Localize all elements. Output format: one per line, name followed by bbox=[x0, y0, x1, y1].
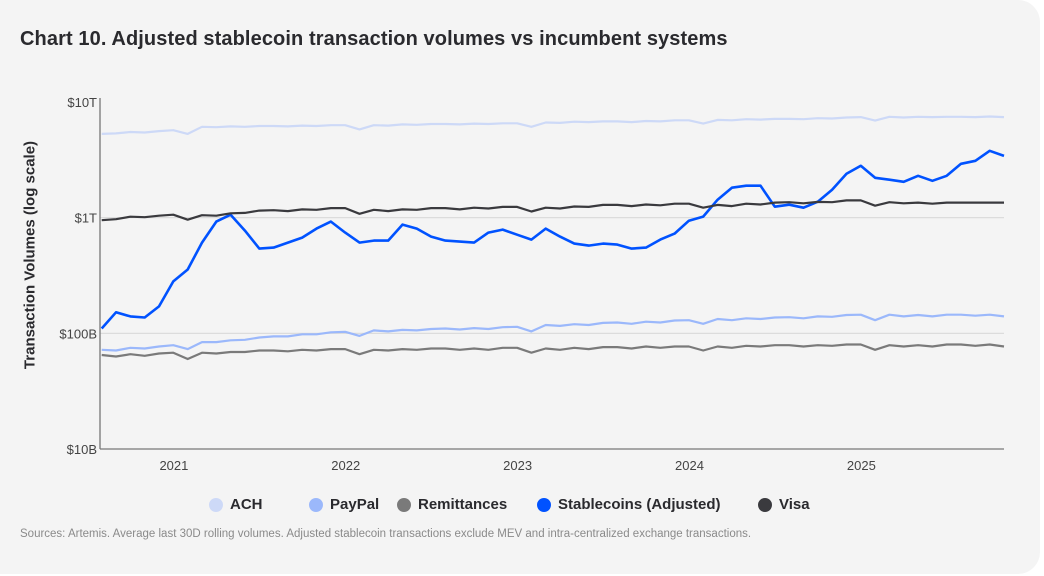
legend-item-paypal: PayPal bbox=[309, 496, 379, 513]
y-tick-label: $10T bbox=[67, 95, 97, 110]
legend-dot-icon bbox=[397, 497, 411, 512]
y-tick-label: $1T bbox=[75, 211, 97, 226]
series-line-visa bbox=[101, 199, 1004, 222]
legend-label: Remittances bbox=[418, 496, 508, 513]
legend-item-ach: ACH bbox=[209, 496, 263, 513]
source-note: Sources: Artemis. Average last 30D rolli… bbox=[20, 528, 752, 540]
legend-label: Visa bbox=[779, 496, 810, 513]
x-tick-label: 2024 bbox=[675, 458, 704, 473]
series-line-ach bbox=[101, 115, 1005, 135]
y-tick-label: $100B bbox=[59, 326, 97, 341]
legend-label: PayPal bbox=[330, 496, 380, 513]
legend-label: Stablecoins (Adjusted) bbox=[558, 496, 721, 513]
chart-title: Chart 10. Adjusted stablecoin transactio… bbox=[20, 28, 728, 50]
legend-dot-icon bbox=[209, 497, 223, 512]
y-tick-label: $10B bbox=[67, 442, 97, 457]
x-tick-label: 2021 bbox=[159, 458, 188, 473]
legend-dot-icon bbox=[309, 497, 323, 512]
legend-dot-icon bbox=[537, 497, 551, 512]
legend-label: ACH bbox=[230, 496, 263, 513]
legend-item-remittances: Remittances bbox=[397, 496, 507, 513]
x-tick-label: 2023 bbox=[503, 458, 532, 473]
legend-item-visa: Visa bbox=[758, 496, 810, 513]
series-line-paypal bbox=[101, 313, 1005, 352]
series-line-stablecoins-adjusted bbox=[100, 149, 1005, 330]
x-tick-label: 2022 bbox=[331, 458, 360, 473]
legend-item-stablecoins: Stablecoins (Adjusted) bbox=[537, 496, 721, 513]
series-line-remittances bbox=[101, 343, 1005, 361]
legend-dot-icon bbox=[758, 497, 772, 512]
x-tick-label: 2025 bbox=[847, 458, 876, 473]
